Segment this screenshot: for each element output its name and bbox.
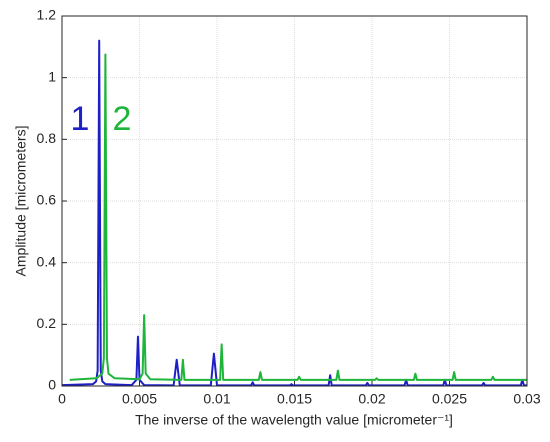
y-tick-label: 0.6 — [37, 192, 57, 208]
x-tick-label: 0 — [58, 391, 66, 407]
x-tick-label: 0.025 — [432, 391, 467, 407]
y-tick-label: 0.2 — [37, 315, 57, 331]
series-line — [69, 53, 527, 381]
plot-frame — [61, 15, 528, 387]
x-tick-label: 0.01 — [203, 391, 230, 407]
y-tick-label: 1 — [48, 68, 56, 84]
y-axis-label: Amplitude [micrometers] — [13, 126, 29, 277]
x-tick-label: 0.03 — [513, 391, 540, 407]
annotation: 2 — [113, 100, 132, 138]
y-tick-label: 0 — [48, 377, 56, 393]
x-tick-label: 0.02 — [358, 391, 385, 407]
y-tick-label: 0.4 — [37, 253, 57, 269]
x-axis-label: The inverse of the wavelength value [mic… — [135, 412, 453, 428]
x-tick-label: 0.005 — [122, 391, 157, 407]
y-tick-label: 1.2 — [37, 7, 57, 23]
y-tick-label: 0.8 — [37, 130, 57, 146]
x-tick-label: 0.015 — [277, 391, 312, 407]
series-line — [61, 39, 527, 387]
annotation: 1 — [71, 100, 90, 138]
